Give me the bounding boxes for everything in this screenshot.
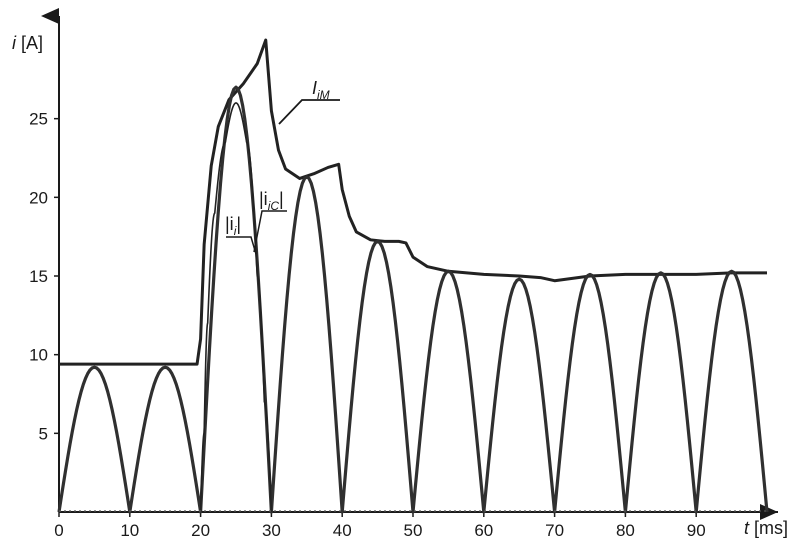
x-tick-label: 70: [545, 521, 564, 540]
y-tick-label: 20: [29, 188, 48, 207]
series-line-input: [199, 102, 273, 513]
y-tick-label: 10: [29, 346, 48, 365]
x-tick-label: 30: [262, 521, 281, 540]
y-tick-label: 25: [29, 110, 48, 129]
envelope-label: IiM: [312, 78, 330, 102]
y-tick-label: 15: [29, 267, 48, 286]
y-tick-label: 5: [39, 424, 48, 443]
series-line-capacitor: [57, 85, 769, 514]
annotation-input: |ii|: [225, 214, 257, 255]
x-tick-label: 40: [333, 521, 352, 540]
series-line-envelope: [59, 38, 767, 366]
x-axis-label: t [ms]: [744, 518, 788, 538]
x-tick-label: 80: [616, 521, 635, 540]
x-tick-label: 0: [54, 521, 63, 540]
x-tick-label: 10: [120, 521, 139, 540]
x-tick-label: 60: [474, 521, 493, 540]
y-axis-label: i [A]: [12, 33, 43, 53]
x-tick-label: 90: [687, 521, 706, 540]
axis-ticks: 0 10 20 30 40 50 60 70 80 90 5 10 15 20 25: [29, 110, 706, 540]
series-layer: [57, 38, 769, 514]
input-label: |ii|: [225, 214, 241, 238]
annotation-capacitor: |iiC|: [253, 189, 287, 253]
capacitor-label: |iiC|: [259, 189, 284, 213]
x-tick-label: 20: [191, 521, 210, 540]
x-tick-label: 50: [404, 521, 423, 540]
annotation-envelope: IiM: [278, 78, 340, 125]
